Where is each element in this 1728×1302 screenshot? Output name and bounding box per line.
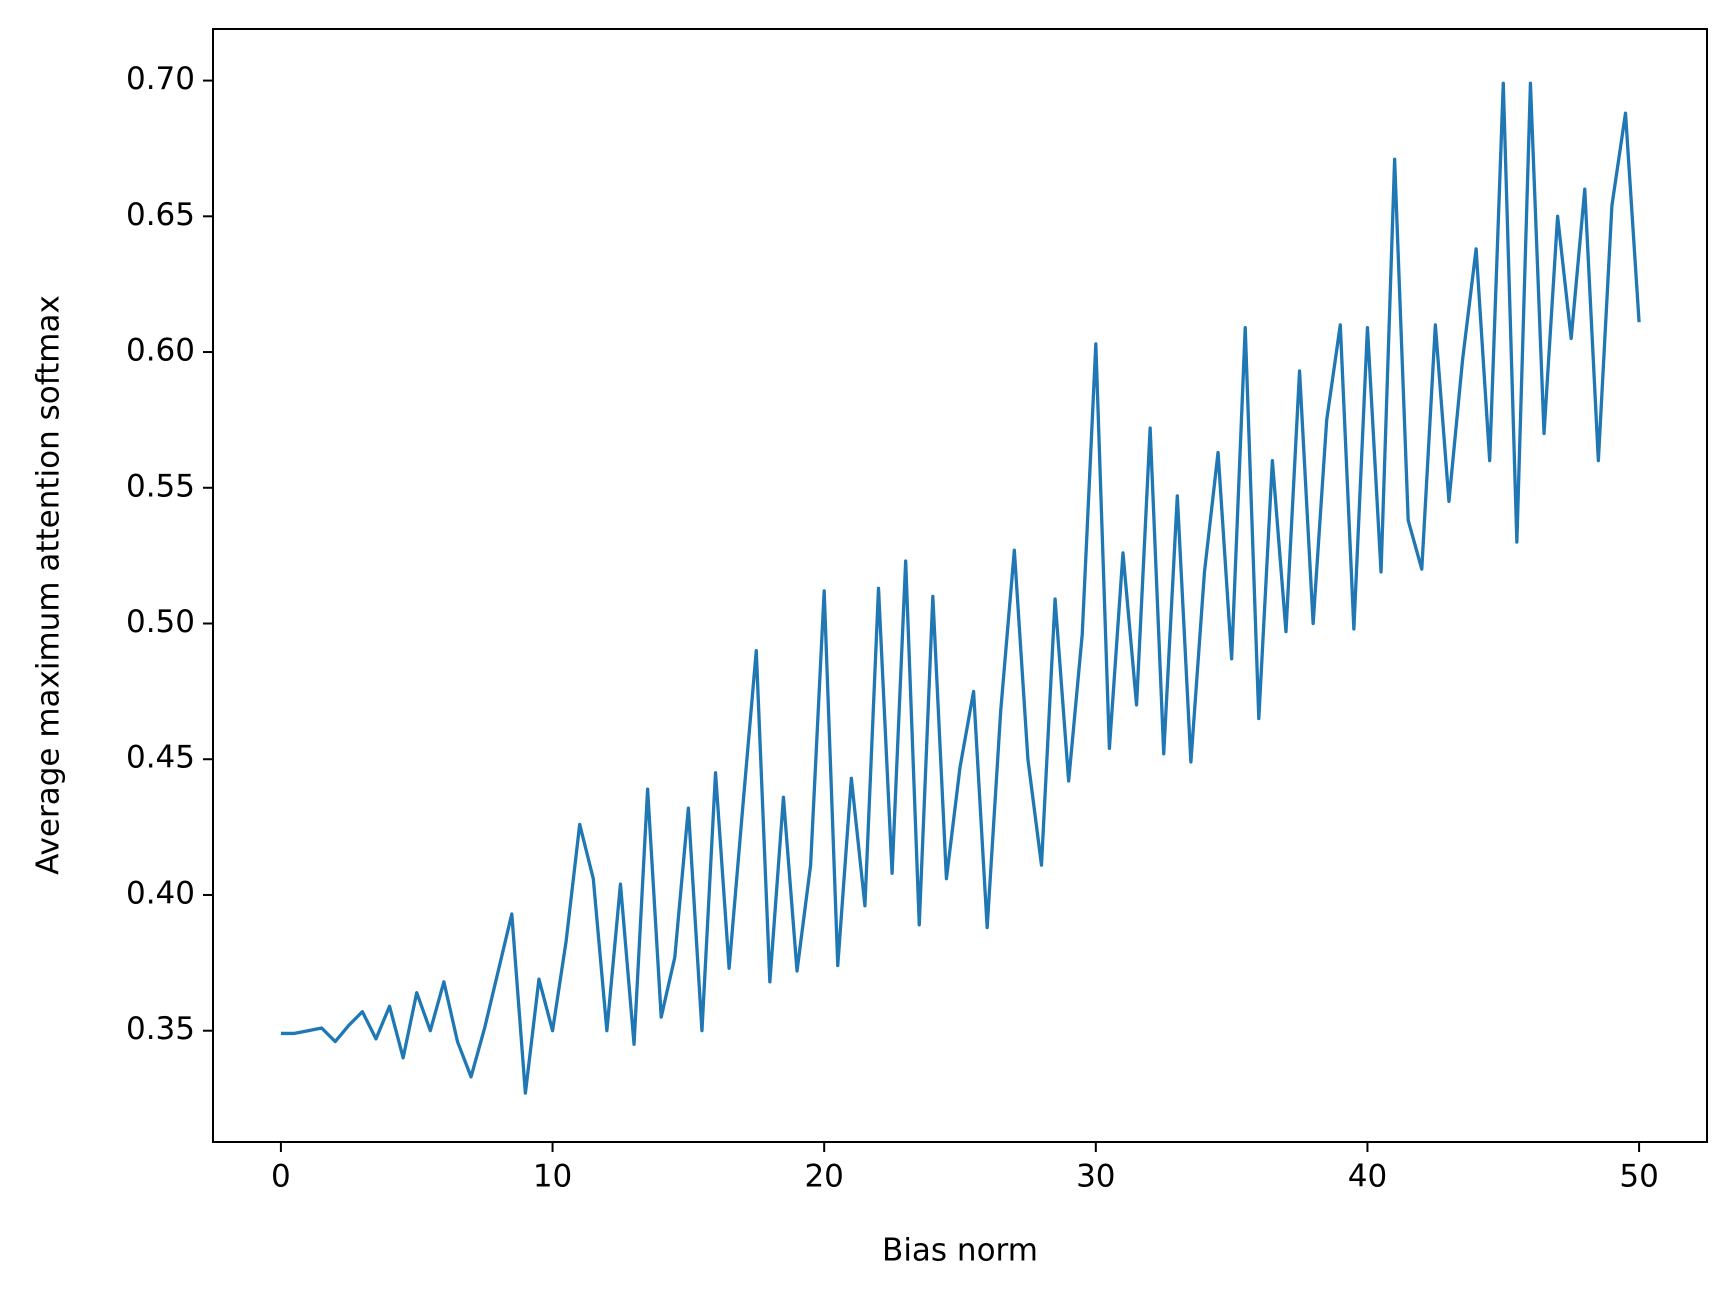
plot-frame [212,28,1708,1143]
y-axis-label: Average maximum attention softmax [31,295,67,875]
x-tick-label: 20 [804,1159,843,1195]
y-tick-label: 0.65 [126,197,195,233]
x-tick-label: 50 [1619,1159,1658,1195]
x-axis-label: Bias norm [882,1233,1038,1269]
y-tick-label: 0.40 [126,875,195,911]
y-tick-label: 0.35 [126,1011,195,1047]
y-tick-label: 0.55 [126,468,195,504]
y-tick-label: 0.50 [126,604,195,640]
x-tick-label: 30 [1076,1159,1115,1195]
y-tick-label: 0.60 [126,333,195,369]
x-tick-label: 10 [533,1159,572,1195]
x-tick-label: 0 [271,1159,291,1195]
y-tick-label: 0.70 [126,61,195,97]
y-tick-label: 0.45 [126,740,195,776]
data-line [280,81,1641,1095]
x-tick-label: 40 [1348,1159,1387,1195]
